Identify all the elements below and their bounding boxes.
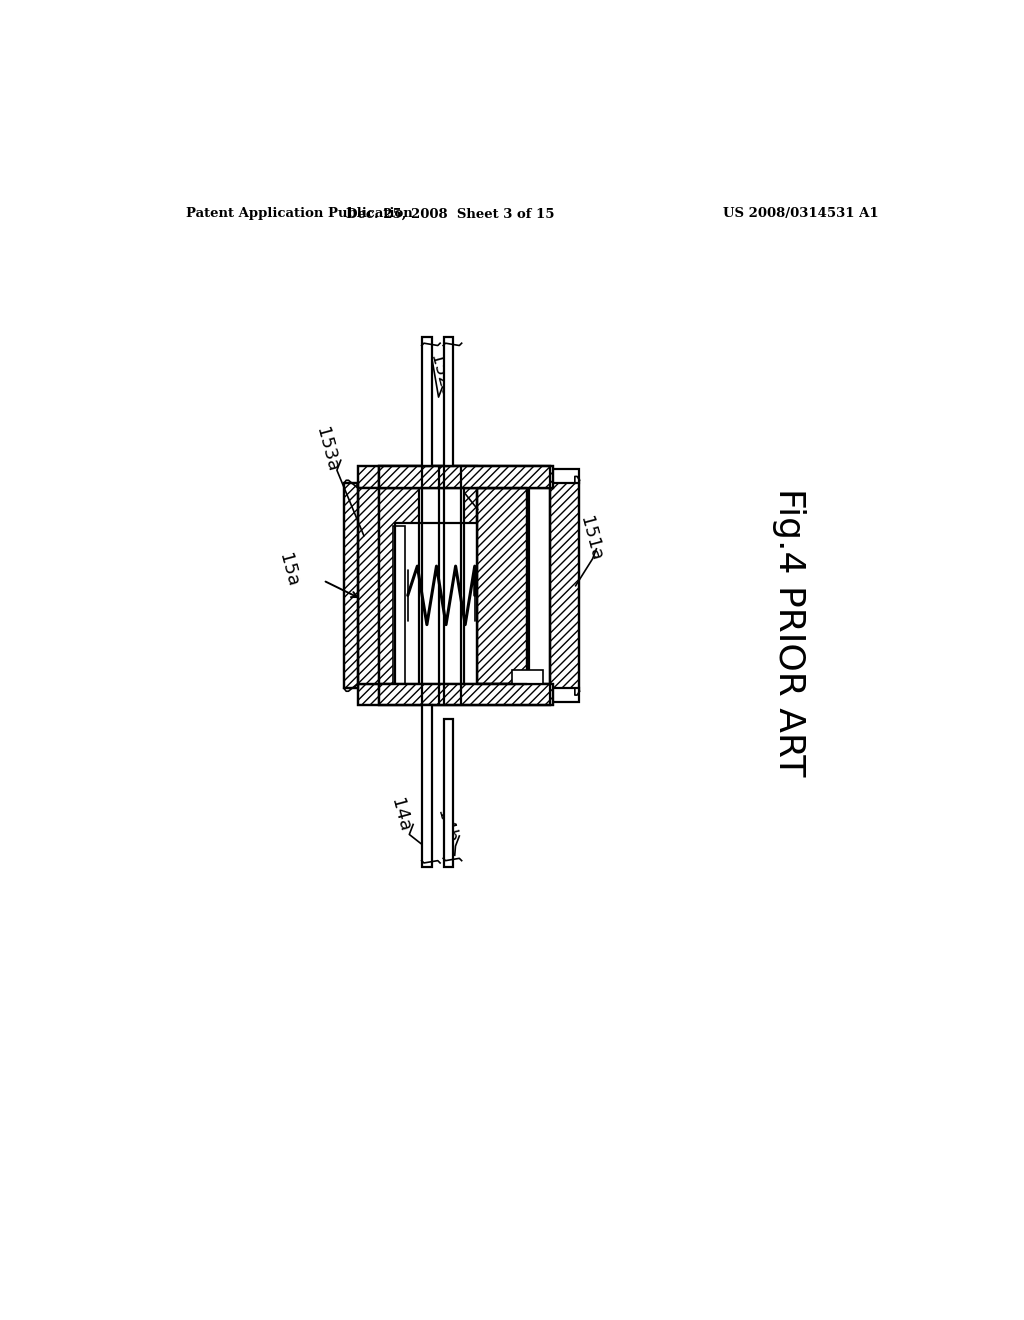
Text: Patent Application Publication: Patent Application Publication bbox=[186, 207, 413, 220]
Text: US 2008/0314531 A1: US 2008/0314531 A1 bbox=[724, 207, 879, 220]
Bar bbox=[550, 480, 580, 692]
Bar bbox=[357, 466, 550, 705]
Bar bbox=[357, 466, 550, 488]
Bar bbox=[477, 488, 527, 684]
Bar bbox=[379, 466, 553, 488]
Bar bbox=[444, 719, 454, 867]
Bar bbox=[477, 488, 527, 684]
Text: 14a: 14a bbox=[387, 796, 413, 834]
Bar bbox=[394, 523, 477, 684]
Text: 151a: 151a bbox=[577, 515, 605, 564]
Bar bbox=[422, 337, 432, 466]
Bar bbox=[379, 684, 553, 705]
Bar bbox=[379, 466, 553, 488]
Text: Dec. 25, 2008  Sheet 3 of 15: Dec. 25, 2008 Sheet 3 of 15 bbox=[346, 207, 554, 220]
Bar bbox=[548, 688, 580, 702]
Bar bbox=[422, 705, 432, 867]
Bar bbox=[419, 488, 464, 684]
Bar bbox=[379, 466, 477, 488]
Text: 152a: 152a bbox=[426, 352, 456, 401]
Bar bbox=[548, 470, 580, 483]
Text: Fig.4 PRIOR ART: Fig.4 PRIOR ART bbox=[772, 488, 806, 776]
Text: 14b: 14b bbox=[433, 808, 460, 846]
Bar bbox=[344, 483, 357, 688]
Bar bbox=[444, 337, 454, 466]
Bar bbox=[393, 527, 404, 684]
Bar bbox=[357, 488, 379, 684]
Bar bbox=[357, 684, 550, 705]
Bar bbox=[379, 488, 477, 684]
Bar bbox=[512, 669, 543, 684]
Text: 15a: 15a bbox=[275, 552, 301, 589]
Bar bbox=[344, 483, 357, 688]
Bar bbox=[379, 684, 553, 705]
Text: 153a: 153a bbox=[312, 425, 341, 474]
Bar bbox=[550, 480, 580, 692]
